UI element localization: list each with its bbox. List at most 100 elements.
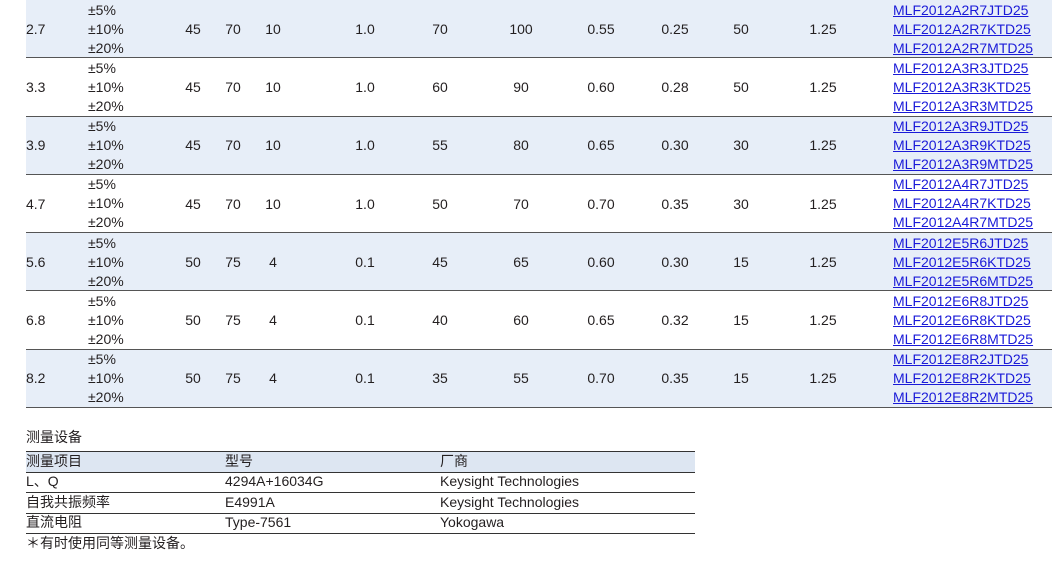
cell: 45 — [185, 195, 201, 212]
table-row — [26, 0, 1052, 59]
cell: 50 — [733, 78, 749, 95]
cell: 60 — [513, 312, 529, 329]
cell: 70 — [225, 195, 241, 212]
cell: 50 — [185, 253, 201, 270]
inductance: 5.6 — [26, 253, 46, 270]
cell: 1.0 — [355, 137, 375, 154]
part-number-link[interactable]: MLF2012E8R2MTD25 — [893, 389, 1034, 406]
table-row — [26, 292, 1052, 350]
inductance: 3.9 — [26, 137, 46, 154]
part-number-link[interactable]: MLF2012E6R8KTD25 — [893, 312, 1031, 328]
section-title: 测量设备 — [26, 429, 82, 445]
part-number-link[interactable]: MLF2012E8R2KTD25 — [893, 370, 1031, 387]
cell: 70 — [225, 20, 241, 37]
cell: 100 — [509, 20, 533, 37]
part-number-link[interactable]: MLF2012E5R6MTD25 — [893, 272, 1034, 289]
cell: 75 — [225, 253, 241, 270]
cell: 50 — [733, 20, 749, 37]
cell: 70 — [225, 78, 241, 95]
cell: 1.25 — [809, 253, 837, 270]
part-number-link[interactable]: MLF2012A2R7KTD25 — [893, 20, 1031, 37]
cell: 0.28 — [661, 78, 689, 95]
cell: 0.70 — [587, 195, 615, 212]
tolerance: ±10% — [88, 137, 124, 154]
cell: 4 — [269, 253, 277, 270]
tolerance: ±5% — [88, 351, 116, 368]
part-number-link[interactable]: MLF2012E6R8MTD25 — [893, 331, 1034, 347]
table-row — [26, 58, 1052, 117]
cell: 60 — [432, 78, 448, 95]
cell: 50 — [432, 195, 448, 212]
tolerance: ±5% — [88, 176, 116, 193]
footnote: ＊有时使用同等测量设备。 — [26, 535, 194, 551]
cell: 75 — [225, 370, 241, 387]
part-number-link[interactable]: MLF2012A2R7MTD25 — [893, 39, 1034, 56]
cell: 0.25 — [661, 20, 689, 37]
cell: 45 — [185, 78, 201, 95]
part-number-link[interactable]: MLF2012E5R6JTD25 — [893, 234, 1029, 251]
cell: 1.25 — [809, 312, 837, 329]
cell: 0.1 — [355, 253, 375, 270]
equipment-cell: Type-7561 — [225, 514, 292, 530]
cell: 40 — [432, 312, 448, 329]
equipment-row — [26, 493, 695, 514]
part-number-link[interactable]: MLF2012A3R9KTD25 — [893, 137, 1031, 154]
inductance: 2.7 — [26, 20, 46, 37]
tolerance: ±20% — [88, 272, 124, 289]
cell: 1.25 — [809, 78, 837, 95]
table-row — [26, 116, 1052, 175]
part-number-link[interactable]: MLF2012A3R3JTD25 — [893, 59, 1029, 76]
part-number-link[interactable]: MLF2012A3R9JTD25 — [893, 118, 1029, 135]
cell: 0.65 — [587, 137, 615, 154]
tolerance: ±10% — [88, 20, 124, 37]
cell: 1.25 — [809, 20, 837, 37]
tolerance: ±5% — [88, 59, 116, 76]
cell: 10 — [265, 78, 281, 95]
header-row — [26, 451, 695, 473]
part-number-link[interactable]: MLF2012A4R7JTD25 — [893, 176, 1029, 193]
cell: 0.55 — [587, 20, 615, 37]
cell: 1.25 — [809, 137, 837, 154]
cell: 1.0 — [355, 78, 375, 95]
equipment-cell: Keysight Technologies — [440, 493, 580, 510]
header-cell: 测量项目 — [26, 453, 82, 469]
part-number-link[interactable]: MLF2012A3R3MTD25 — [893, 97, 1034, 114]
tolerance: ±10% — [88, 253, 124, 270]
part-number-link[interactable]: MLF2012E5R6KTD25 — [893, 253, 1031, 270]
cell: 0.30 — [661, 253, 689, 270]
tolerance: ±20% — [88, 156, 124, 173]
tolerance: ±20% — [88, 97, 124, 114]
cell: 1.25 — [809, 195, 837, 212]
equipment-cell: E4991A — [225, 493, 275, 510]
cell: 35 — [432, 370, 448, 387]
part-number-link[interactable]: MLF2012E6R8JTD25 — [893, 293, 1029, 309]
part-number-link[interactable]: MLF2012A4R7MTD25 — [893, 214, 1034, 231]
tolerance: ±20% — [88, 39, 124, 56]
cell: 15 — [733, 253, 749, 270]
cell: 0.70 — [587, 370, 615, 387]
cell: 50 — [185, 312, 201, 329]
cell: 55 — [513, 370, 529, 387]
cell: 10 — [265, 195, 281, 212]
cell: 70 — [513, 195, 529, 212]
cell: 70 — [432, 20, 448, 37]
part-number-link[interactable]: MLF2012E8R2JTD25 — [893, 351, 1029, 368]
cell: 4 — [269, 370, 277, 387]
equipment-cell: 自我共振频率 — [26, 493, 110, 510]
cell: 30 — [733, 137, 749, 154]
part-number-link[interactable]: MLF2012A2R7JTD25 — [893, 1, 1029, 18]
cell: 0.32 — [661, 312, 689, 329]
cell: 30 — [733, 195, 749, 212]
cell: 75 — [225, 312, 241, 329]
cell: 15 — [733, 312, 749, 329]
equipment-cell: Keysight Technologies — [440, 473, 580, 489]
part-number-link[interactable]: MLF2012A4R7KTD25 — [893, 195, 1031, 212]
header-cell: 型号 — [225, 453, 253, 469]
tolerance: ±5% — [88, 1, 116, 18]
part-number-link[interactable]: MLF2012A3R3KTD25 — [893, 78, 1031, 95]
inductance: 3.3 — [26, 78, 46, 95]
inductance: 8.2 — [26, 370, 46, 387]
tolerance: ±5% — [88, 118, 116, 135]
part-number-link[interactable]: MLF2012A3R9MTD25 — [893, 156, 1034, 173]
